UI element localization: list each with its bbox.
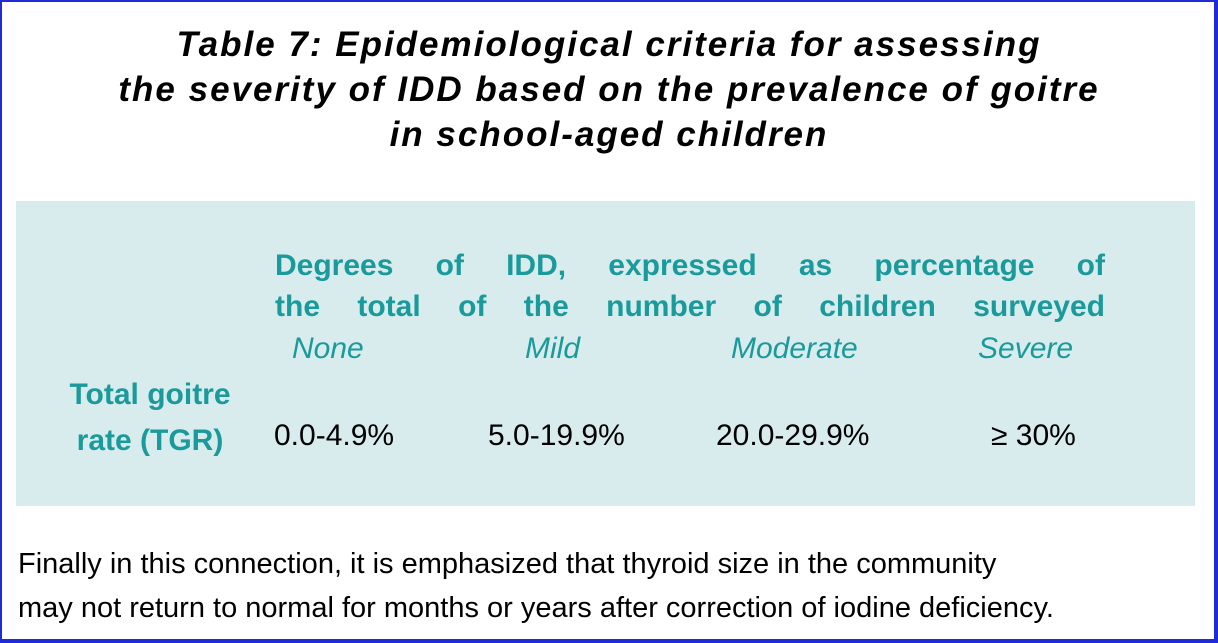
title-line-3: in school-aged children bbox=[389, 115, 829, 154]
footer-line-2: may not return to normal for months or y… bbox=[18, 592, 1054, 624]
value-moderate: 20.0-29.9% bbox=[716, 419, 870, 452]
value-severe: ≥ 30% bbox=[991, 419, 1076, 452]
row-label-tgr: Total goitre rate (TGR) bbox=[30, 372, 270, 464]
table-title: Table 7: Epidemiological criteria for as… bbox=[40, 22, 1178, 157]
title-line-2: the severity of IDD based on the prevale… bbox=[118, 70, 1100, 109]
degree-none: None bbox=[292, 332, 364, 365]
row-label-line-2: rate (TGR) bbox=[76, 424, 224, 457]
column-group-heading: Degrees of IDD, expressed as percentage … bbox=[275, 245, 1105, 327]
row-label-line-1: Total goitre bbox=[69, 378, 231, 411]
degree-severe: Severe bbox=[978, 332, 1074, 365]
footer-line-1: Finally in this connection, it is emphas… bbox=[18, 548, 997, 580]
column-group-heading-line-1: Degrees of IDD, expressed as percentage … bbox=[275, 249, 1105, 282]
footer-note: Finally in this connection, it is emphas… bbox=[18, 542, 1203, 630]
table-panel bbox=[16, 201, 1195, 506]
value-mild: 5.0-19.9% bbox=[488, 419, 625, 452]
title-line-1: Table 7: Epidemiological criteria for as… bbox=[176, 25, 1042, 64]
value-none: 0.0-4.9% bbox=[274, 419, 395, 452]
degree-mild: Mild bbox=[525, 332, 581, 365]
degree-moderate: Moderate bbox=[731, 332, 858, 365]
column-group-heading-line-2: the total of the number of children surv… bbox=[275, 290, 1105, 323]
